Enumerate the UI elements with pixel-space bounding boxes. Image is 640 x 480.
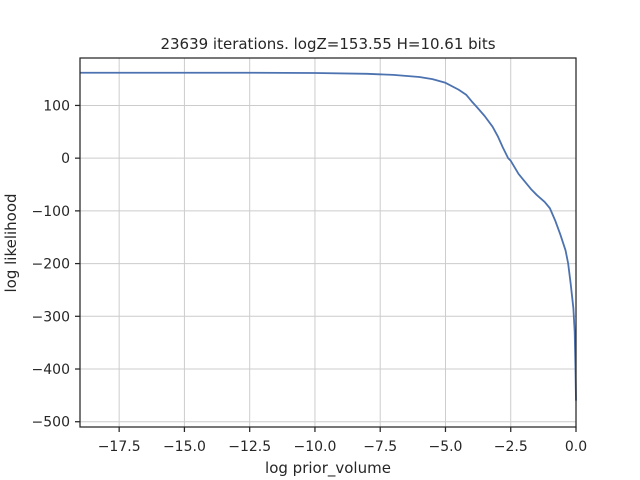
y-tick-label: −500 [32,415,70,431]
y-tick-label: −200 [32,257,70,273]
y-tick-label: 100 [43,98,70,114]
grid [80,58,577,427]
x-axis-label: log prior_volume [265,459,391,478]
x-tick-label: −15.0 [163,439,206,455]
x-tick-label: 0.0 [565,439,587,455]
plot-frame [79,57,577,428]
y-axis-label: log likelihood [2,193,20,292]
x-tick-label: −7.5 [363,439,397,455]
x-tick-label: −2.5 [494,439,528,455]
x-tick-label: −17.5 [98,439,141,455]
y-tick-label: −400 [32,362,70,378]
y-tick-label: 0 [61,151,70,167]
chart-title: 23639 iterations. logZ=153.55 H=10.61 bi… [160,35,495,53]
x-tick-label: −10.0 [293,439,336,455]
ticks: −17.5 −15.0 −12.5 −10.0 −7.5 −5.0 −2.5 0.0 100 0 −… [32,98,588,455]
series-line [80,71,577,401]
y-tick-label: −100 [32,204,70,220]
x-tick-label: −5.0 [428,439,462,455]
y-tick-label: −300 [32,309,70,325]
x-tick-label: −12.5 [228,439,271,455]
series-layer [80,71,577,401]
